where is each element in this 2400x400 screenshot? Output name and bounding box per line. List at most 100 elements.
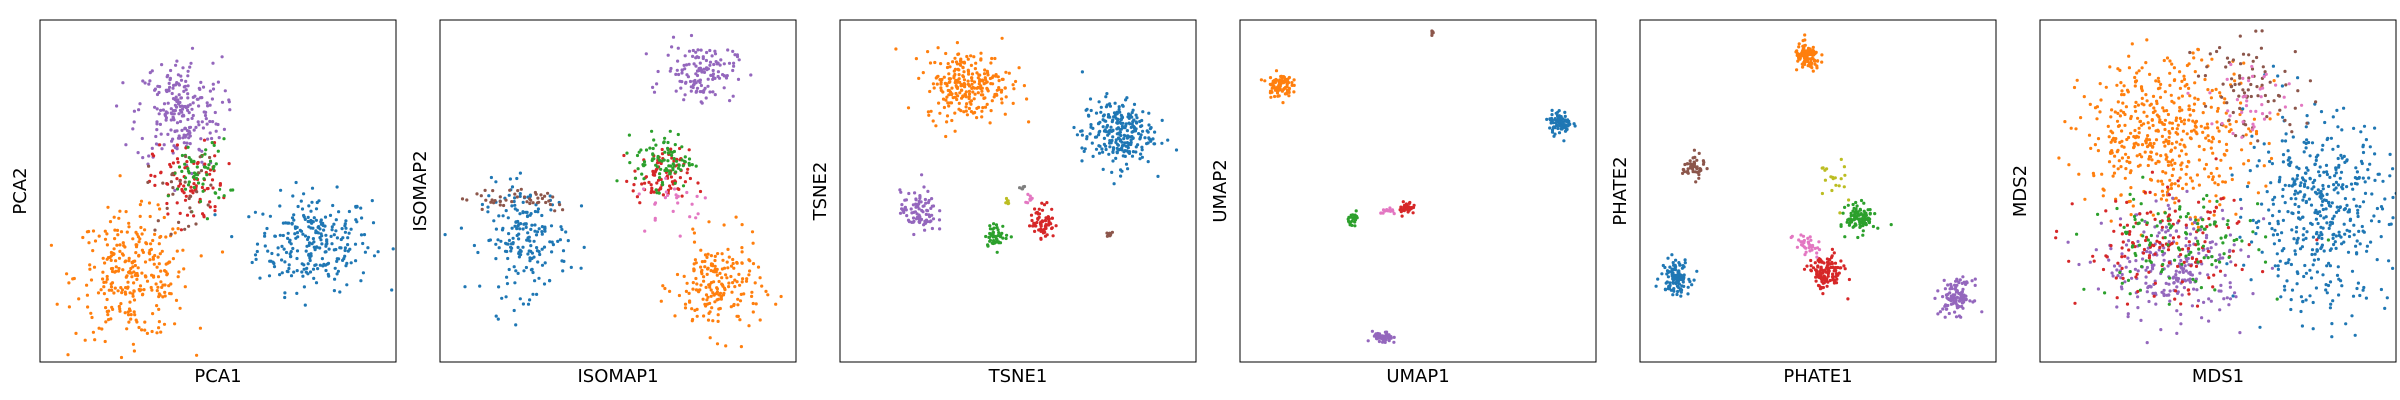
data-point bbox=[2207, 139, 2211, 143]
data-point bbox=[2297, 167, 2301, 171]
data-point bbox=[126, 285, 130, 289]
data-point bbox=[992, 239, 996, 243]
data-point bbox=[1106, 115, 1110, 119]
data-point bbox=[1094, 111, 1099, 115]
data-point bbox=[2268, 117, 2272, 121]
data-point bbox=[2194, 236, 2198, 240]
data-point bbox=[1695, 158, 1699, 162]
data-point bbox=[299, 199, 303, 203]
data-point bbox=[2341, 183, 2345, 187]
data-point bbox=[921, 71, 925, 75]
data-point bbox=[2197, 144, 2201, 148]
data-point bbox=[528, 298, 532, 302]
data-point bbox=[2133, 84, 2137, 88]
data-point bbox=[2132, 197, 2136, 201]
data-point bbox=[1072, 125, 1076, 130]
data-point bbox=[1400, 207, 1404, 212]
data-point bbox=[71, 277, 75, 281]
data-point bbox=[498, 195, 502, 199]
data-point bbox=[2189, 250, 2193, 254]
data-point bbox=[2174, 269, 2178, 273]
data-point bbox=[726, 266, 730, 270]
data-point bbox=[2272, 242, 2276, 246]
data-point bbox=[2164, 157, 2168, 161]
data-point bbox=[699, 248, 703, 252]
data-point bbox=[148, 258, 152, 262]
data-point bbox=[2299, 295, 2303, 299]
data-point bbox=[2334, 180, 2338, 184]
data-point bbox=[2207, 319, 2211, 323]
data-point bbox=[2297, 210, 2301, 214]
data-point bbox=[678, 176, 683, 180]
data-point bbox=[2100, 172, 2104, 176]
data-point bbox=[1003, 112, 1007, 116]
data-point bbox=[2359, 130, 2363, 134]
data-point bbox=[947, 104, 951, 108]
data-point bbox=[556, 239, 560, 243]
data-point bbox=[2293, 249, 2297, 253]
data-point bbox=[1135, 116, 1139, 120]
data-point bbox=[559, 225, 563, 229]
data-point bbox=[343, 248, 347, 253]
data-point bbox=[105, 277, 109, 281]
data-point bbox=[2305, 114, 2309, 118]
data-point bbox=[1137, 132, 1141, 136]
data-point bbox=[2271, 233, 2275, 237]
data-point bbox=[2155, 152, 2159, 156]
data-point bbox=[1701, 162, 1706, 166]
data-point bbox=[483, 188, 487, 192]
data-point bbox=[1671, 272, 1675, 276]
data-point bbox=[515, 176, 519, 181]
data-point bbox=[2187, 104, 2191, 108]
data-point bbox=[2159, 154, 2163, 158]
data-point bbox=[2187, 271, 2191, 275]
data-point bbox=[1804, 246, 1808, 250]
data-point bbox=[647, 180, 651, 184]
data-point bbox=[1833, 261, 1838, 265]
data-point bbox=[308, 270, 313, 274]
data-point bbox=[540, 230, 544, 234]
data-point bbox=[678, 146, 682, 151]
data-point bbox=[67, 281, 71, 285]
data-point bbox=[709, 269, 713, 273]
data-point bbox=[676, 166, 681, 170]
data-point bbox=[2159, 328, 2163, 332]
data-point bbox=[992, 241, 996, 245]
data-point bbox=[327, 247, 331, 251]
data-point bbox=[689, 33, 694, 38]
data-point bbox=[2250, 134, 2254, 138]
data-point bbox=[2347, 234, 2352, 239]
data-point bbox=[266, 249, 270, 253]
data-point bbox=[632, 183, 636, 187]
data-point bbox=[1280, 89, 1284, 93]
data-point bbox=[67, 305, 71, 309]
data-point bbox=[1283, 85, 1288, 90]
data-point bbox=[981, 106, 985, 110]
data-point bbox=[149, 242, 153, 246]
data-point bbox=[966, 79, 970, 83]
data-point bbox=[346, 243, 350, 247]
data-point bbox=[663, 136, 667, 140]
data-point bbox=[1263, 79, 1267, 83]
data-point bbox=[543, 261, 547, 265]
data-point bbox=[2214, 259, 2218, 263]
data-point bbox=[287, 263, 291, 267]
data-point bbox=[1965, 280, 1969, 284]
data-point bbox=[2195, 132, 2199, 136]
data-point bbox=[2260, 250, 2264, 254]
data-point bbox=[311, 237, 315, 241]
data-point bbox=[926, 209, 930, 213]
data-point bbox=[2327, 226, 2331, 230]
data-point bbox=[1860, 217, 1864, 221]
data-point bbox=[1105, 125, 1109, 129]
data-point bbox=[496, 238, 500, 242]
data-point bbox=[172, 118, 176, 122]
data-point bbox=[953, 67, 958, 71]
data-point bbox=[2287, 156, 2291, 160]
data-point bbox=[740, 261, 744, 265]
data-point bbox=[690, 163, 694, 167]
data-point bbox=[2218, 203, 2222, 207]
data-point bbox=[391, 247, 395, 251]
data-point bbox=[1843, 235, 1847, 239]
data-point bbox=[478, 284, 482, 288]
